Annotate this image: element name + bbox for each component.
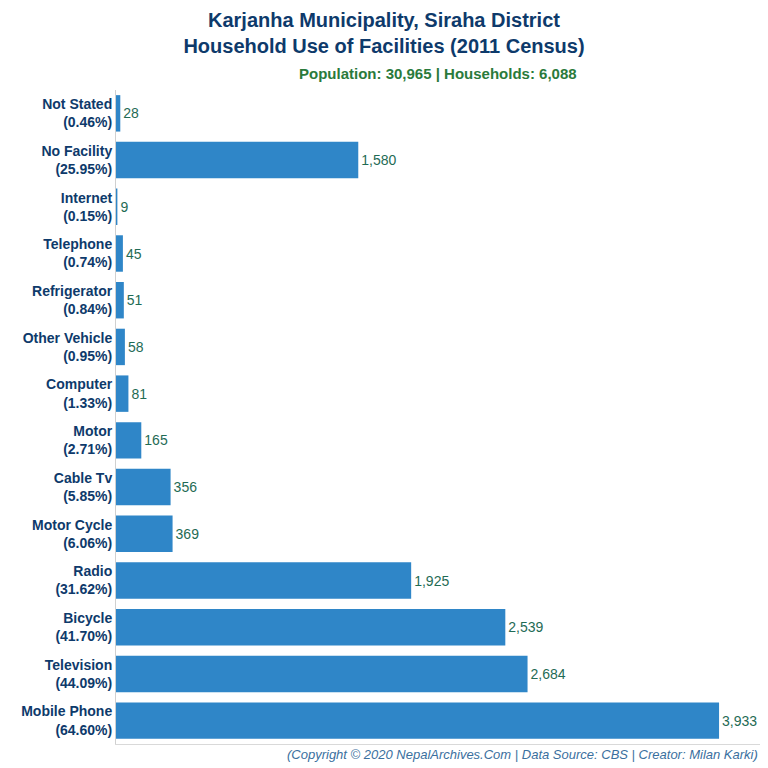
svg-text:Mobile Phone(64.60%): Mobile Phone(64.60%) [21,703,112,737]
svg-text:Telephone(0.74%): Telephone(0.74%) [43,236,112,270]
svg-text:(Copyright © 2020 NepalArchive: (Copyright © 2020 NepalArchives.Com | Da… [287,747,758,762]
svg-text:45: 45 [126,246,142,262]
svg-text:58: 58 [128,339,144,355]
svg-text:Not Stated(0.46%): Not Stated(0.46%) [42,96,112,130]
svg-text:Other Vehicle(0.95%): Other Vehicle(0.95%) [23,330,113,364]
svg-text:Internet(0.15%): Internet(0.15%) [61,190,113,224]
svg-text:Motor Cycle(6.06%): Motor Cycle(6.06%) [32,517,112,551]
svg-text:Computer(1.33%): Computer(1.33%) [46,376,113,410]
svg-text:2,684: 2,684 [531,666,566,682]
svg-text:Karjanha Municipality, Siraha: Karjanha Municipality, Siraha DistrictHo… [183,9,584,57]
svg-text:356: 356 [174,479,198,495]
svg-text:1,580: 1,580 [361,152,396,168]
svg-text:369: 369 [176,526,200,542]
svg-text:Refrigerator(0.84%): Refrigerator(0.84%) [32,283,113,317]
svg-text:Radio(31.62%): Radio(31.62%) [55,563,112,597]
svg-text:28: 28 [123,105,139,121]
svg-text:Motor(2.71%): Motor(2.71%) [63,423,113,457]
svg-text:2,539: 2,539 [508,619,543,635]
svg-text:Population: 30,965 | Household: Population: 30,965 | Households: 6,088 [299,65,577,82]
svg-text:9: 9 [120,199,128,215]
svg-text:165: 165 [144,432,168,448]
svg-text:Television(44.09%): Television(44.09%) [45,657,112,691]
svg-text:1,925: 1,925 [414,573,449,589]
svg-text:Bicycle(41.70%): Bicycle(41.70%) [55,610,112,644]
svg-text:3,933: 3,933 [722,713,757,729]
svg-text:81: 81 [131,386,147,402]
svg-text:No Facility(25.95%): No Facility(25.95%) [41,143,112,177]
svg-text:Cable Tv(5.85%): Cable Tv(5.85%) [54,470,113,504]
svg-text:51: 51 [127,292,143,308]
